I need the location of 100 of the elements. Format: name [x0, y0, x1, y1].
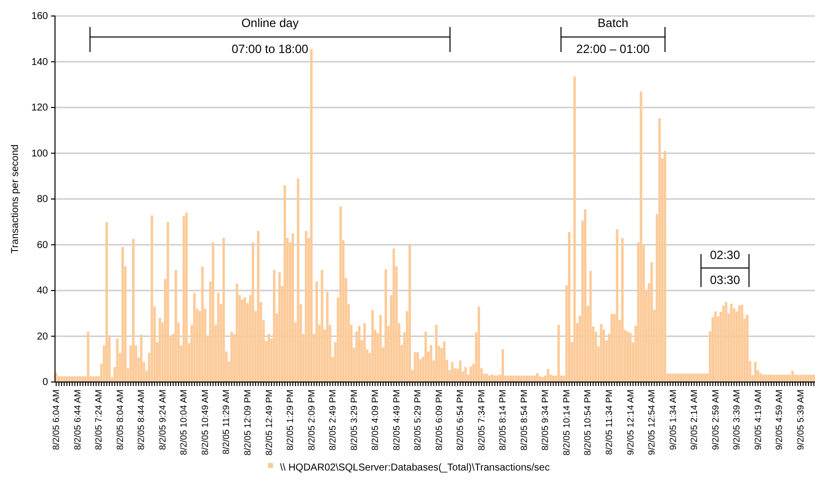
bar: [780, 374, 784, 382]
x-tick-label: 8/2/05 10:54 PM: [582, 390, 593, 456]
annotation: 22:00 – 01:00: [576, 42, 650, 56]
bar: [552, 376, 555, 382]
bar: [185, 212, 188, 382]
bar: [304, 231, 308, 382]
bar: [486, 374, 488, 382]
x-tick-label: 8/2/05 2:49 PM: [328, 390, 338, 451]
bar: [292, 233, 294, 382]
bar: [464, 367, 467, 382]
bar: [520, 376, 523, 382]
bar: [252, 242, 254, 382]
x-tick-label: 9/2/05 4:19 AM: [752, 390, 763, 450]
y-tick-label: 100: [31, 148, 48, 160]
bar: [804, 374, 808, 382]
bar: [140, 334, 143, 382]
y-axis-title: Transactions per second: [10, 144, 21, 254]
bar: [738, 305, 741, 382]
bar: [724, 302, 728, 382]
bar: [672, 374, 674, 382]
bar: [494, 376, 496, 382]
bar: [573, 76, 576, 382]
bar: [722, 305, 725, 382]
x-tick-label: 8/2/05 10:04 AM: [178, 390, 189, 456]
x-tick-label: 8/2/05 6:09 PM: [434, 390, 444, 451]
bar: [525, 376, 528, 382]
bar: [759, 373, 762, 382]
bar: [236, 284, 238, 382]
bar: [416, 352, 419, 382]
y-tick-label: 120: [31, 102, 48, 114]
bar: [762, 374, 764, 382]
x-tick-label: 8/2/05 10:14 PM: [561, 390, 572, 456]
bar: [704, 374, 706, 382]
bar: [339, 206, 342, 382]
bar: [746, 314, 749, 382]
bar: [514, 376, 518, 382]
bar: [684, 374, 688, 382]
y-tick-label: 0: [42, 377, 48, 388]
bar: [518, 376, 520, 382]
x-tick-label: 8/2/05 7:34 PM: [476, 390, 486, 451]
x-tick-label: 8/2/05 7:24 AM: [94, 390, 104, 450]
annotation: 03:30: [710, 273, 740, 287]
bar: [150, 215, 154, 382]
bar: [506, 376, 510, 382]
bar: [502, 349, 504, 382]
bar: [315, 281, 318, 382]
bar: [629, 333, 632, 382]
bar: [754, 362, 757, 382]
bar: [268, 334, 270, 382]
bar: [680, 374, 682, 382]
bar: [802, 374, 804, 382]
x-tick-label: 8/2/05 9:24 AM: [157, 390, 168, 450]
x-tick-label: 9/2/05 2:59 AM: [710, 390, 720, 450]
bar: [770, 374, 772, 382]
bar: [522, 376, 526, 382]
bar: [775, 374, 778, 382]
bar: [676, 374, 680, 382]
x-tick-label: 8/2/05 4:09 PM: [370, 390, 380, 451]
bar: [414, 352, 416, 382]
x-tick-label: 8/2/05 8:14 PM: [498, 390, 508, 451]
bar: [626, 332, 629, 382]
x-tick-label: 9/2/05 1:34 AM: [668, 390, 678, 450]
bar: [201, 266, 204, 382]
x-tick-label: 8/2/05 8:54 PM: [518, 390, 529, 451]
bar: [610, 314, 613, 382]
bar: [166, 222, 170, 382]
x-tick-label: 9/2/05 12:54 AM: [646, 390, 657, 456]
bar: [320, 270, 324, 382]
bar: [536, 373, 539, 382]
bar: [310, 49, 313, 382]
x-tick-label: 8/2/05 10:49 AM: [200, 390, 210, 456]
annotation: 07:00 to 18:00: [232, 42, 309, 56]
bar: [217, 292, 220, 382]
x-tick-label: 8/2/05 1:29 PM: [285, 390, 296, 451]
x-tick-label: 8/2/05 8:04 AM: [114, 390, 125, 450]
bar: [284, 185, 286, 382]
bar: [496, 375, 499, 382]
x-tick-label: 9/2/05 5:39 AM: [795, 390, 806, 450]
bar: [244, 297, 246, 382]
x-tick-label: 9/2/05 2:14 AM: [689, 390, 700, 450]
bar: [470, 366, 472, 382]
bar: [786, 374, 788, 382]
bar: [392, 248, 396, 382]
bar: [230, 332, 233, 382]
bar: [810, 374, 812, 382]
y-tick-label: 80: [36, 194, 48, 206]
x-tick-label: 8/2/05 6:44 AM: [72, 390, 82, 450]
bar: [478, 306, 480, 382]
x-tick-label: 8/2/05 5:29 PM: [412, 390, 423, 451]
bar: [688, 374, 690, 382]
y-tick-label: 160: [31, 11, 48, 22]
x-tick-label: 8/2/05 4:49 PM: [391, 390, 402, 451]
bar: [222, 238, 225, 382]
bar: [778, 374, 780, 382]
bar: [621, 238, 624, 382]
bar: [296, 178, 300, 382]
bar: [116, 338, 119, 382]
annotation: Online day: [241, 16, 299, 30]
bar: [764, 374, 768, 382]
bar: [512, 376, 515, 382]
